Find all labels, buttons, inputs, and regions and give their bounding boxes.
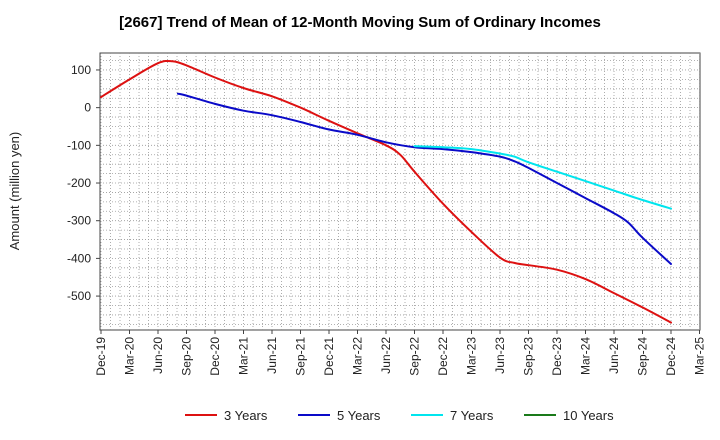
x-tick-label: Sep-22 [408,337,422,376]
x-tick-label: Sep-23 [522,337,536,376]
x-tick-label: Dec-20 [208,337,222,376]
legend-label: 10 Years [563,408,614,423]
x-tick-label: Sep-20 [180,337,194,376]
x-tick-label: Sep-24 [636,337,650,376]
x-tick-label: Mar-25 [693,337,707,375]
x-tick-label: Sep-21 [294,337,308,376]
legend-label: 3 Years [224,408,268,423]
legend: 3 Years 5 Years 7 Years 10 Years [185,408,614,423]
y-tick-label: -500 [67,289,91,303]
x-tick-label: Dec-23 [550,337,564,376]
y-tick-label: -100 [67,138,91,152]
x-tick-label: Mar-23 [465,337,479,375]
y-tick-label: -200 [67,176,91,190]
x-tick-label: Jun-24 [607,337,621,374]
x-tick-label: Mar-24 [579,337,593,375]
x-tick-label: Mar-20 [123,337,137,375]
legend-label: 7 Years [450,408,494,423]
y-tick-label: -400 [67,251,91,265]
y-tick-label: 100 [71,63,91,77]
x-tick-label: Jun-20 [151,337,165,374]
series-line-3-years [100,59,672,324]
x-tick-label: Dec-19 [94,337,108,376]
y-tick-label: -300 [67,214,91,228]
y-axis-ticks: 100 0 -100 -200 -300 -400 -500 [67,63,100,303]
x-tick-label: Jun-21 [265,337,279,374]
grid-lines [100,53,700,330]
series-lines [100,59,672,324]
y-axis-label: Amount (million yen) [7,132,22,251]
x-tick-label: Jun-22 [379,337,393,374]
x-tick-label: Mar-21 [237,337,251,375]
x-tick-label: Dec-21 [322,337,336,376]
legend-label: 5 Years [337,408,381,423]
x-tick-label: Dec-22 [436,337,450,376]
x-tick-label: Dec-24 [664,337,678,376]
y-tick-label: 0 [84,101,91,115]
x-tick-label: Mar-22 [351,337,365,375]
plot-frame [99,52,701,331]
chart-title: [2667] Trend of Mean of 12-Month Moving … [119,14,601,31]
series-line-7-years [413,145,672,210]
x-tick-label: Jun-23 [493,337,507,374]
x-axis-ticks: Dec-19 Mar-20 Jun-20 Sep-20 Dec-20 Mar-21 Jun-… [94,330,707,376]
series-line-5-years [176,92,672,265]
